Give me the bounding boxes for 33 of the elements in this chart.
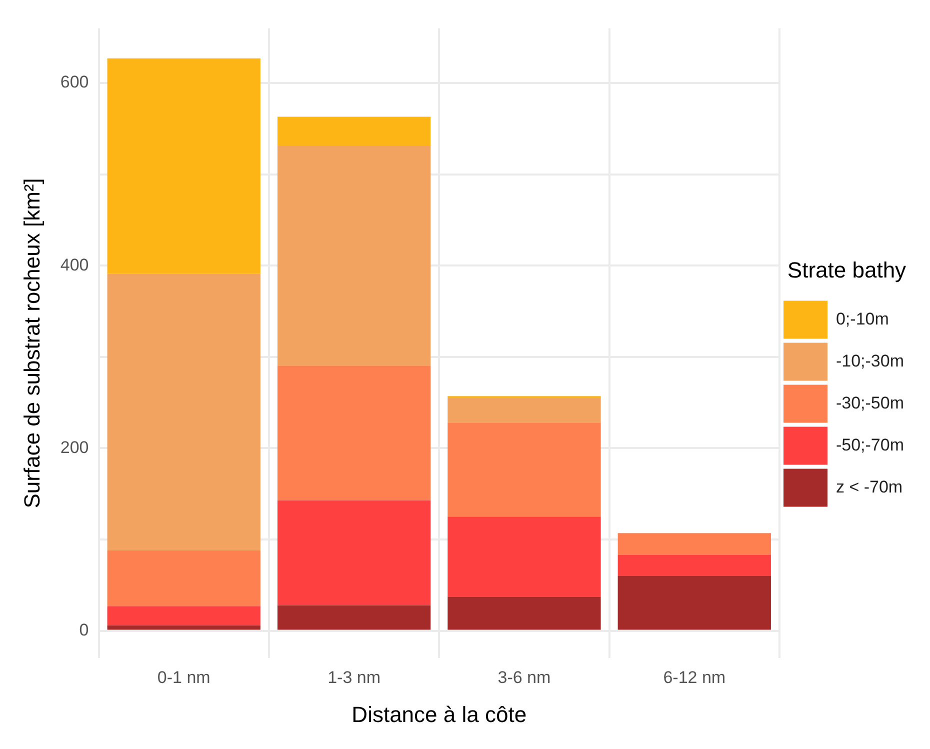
bar xyxy=(448,422,601,517)
legend-label: z < -70m xyxy=(836,477,903,496)
bar xyxy=(107,274,260,550)
x-tick-label: 6-12 nm xyxy=(663,668,726,688)
bar xyxy=(448,597,601,630)
bar xyxy=(277,605,431,630)
x-axis-title: Distance à la côte xyxy=(352,702,527,727)
legend-label: -30;-50m xyxy=(836,393,904,412)
x-tick-label: 3-6 nm xyxy=(498,668,551,688)
bar xyxy=(618,555,771,576)
y-axis-title: Surface de substrat rocheux [km²] xyxy=(19,178,44,508)
bar xyxy=(107,550,260,606)
y-tick-label: 400 xyxy=(60,255,89,274)
legend-title: Strate bathy xyxy=(787,257,906,282)
bar xyxy=(107,625,260,630)
y-tick-label: 0 xyxy=(79,620,89,640)
bar xyxy=(107,58,260,274)
bar xyxy=(618,533,771,556)
x-tick-label: 0-1 nm xyxy=(157,668,210,688)
bar xyxy=(277,146,431,366)
bar xyxy=(448,398,601,423)
bar xyxy=(618,576,771,630)
y-tick-label: 200 xyxy=(60,438,89,457)
legend-label: -10;-30m xyxy=(836,351,904,370)
bar xyxy=(277,366,431,500)
y-tick-label: 600 xyxy=(60,72,89,92)
bar xyxy=(448,516,601,598)
bar xyxy=(107,606,260,626)
legend-label: 0;-10m xyxy=(836,309,889,328)
x-tick-label: 1-3 nm xyxy=(328,668,380,688)
bar xyxy=(277,500,431,606)
legend-label: -50;-70m xyxy=(836,435,904,454)
bar xyxy=(277,116,431,146)
